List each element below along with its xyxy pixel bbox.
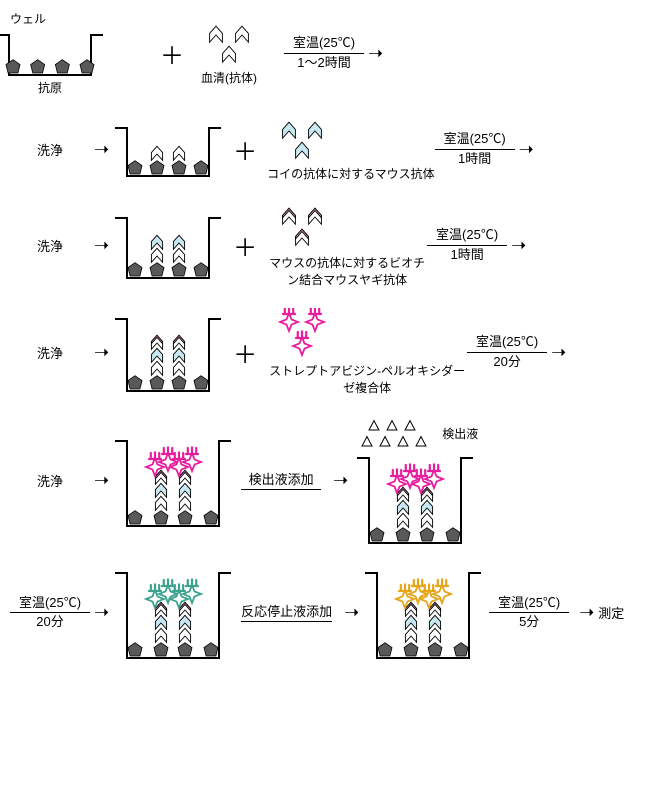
well-step3 [113,210,223,280]
well-step6b [363,565,483,660]
arrow-right-icon: ➝ [333,470,348,491]
condition-2: 室温(25℃) 1時間 [435,130,515,167]
arrow-right-icon: ➝ [94,235,109,256]
arrow-right-icon: ➝ [94,342,109,363]
wash-label: 洗浄 [10,236,90,255]
condition-4: 室温(25℃) 20分 [467,333,547,370]
mouse-ab-label: コイの抗体に対するマウス抗体 [267,165,435,182]
arrow-right-icon: ➝ [551,342,566,363]
condition-1: 室温(25℃) 1～2時間 [284,34,364,71]
plus-icon: ＋ [233,132,257,167]
step-3: 洗浄 ➝ ＋ マウスの抗体に対するビオチン結合マウスヤギ抗体 室温(25℃) 1… [10,202,650,288]
add-stop: 反応停止液添加 [241,603,332,622]
wash-label: 洗浄 [10,471,90,490]
step-6: 室温(25℃) 20分 ➝ 反応停止液添加 ➝ [10,565,650,660]
measure-label: 測定 [598,603,624,622]
arrow-right-icon: ➝ [94,602,109,623]
serum-icon [194,20,264,65]
condition-3: 室温(25℃) 1時間 [427,226,507,263]
biotin-ab-icon [267,202,427,250]
well-step5a [113,433,233,528]
well-label: ウェル [10,10,90,27]
serum-label: 血清(抗体) [194,69,264,86]
step-5: 洗浄 ➝ 検出液添加 ➝ 検出液 [10,416,650,545]
sa-pod-icon [267,308,467,358]
arrow-right-icon: ➝ [94,139,109,160]
plus-icon: ＋ [160,36,184,71]
plus-icon: ＋ [233,335,257,370]
arrow-right-icon: ➝ [511,235,526,256]
step-1: ウェル 抗原 ＋ 血清(抗体) 室温(25℃) 1～2時間 ➝ [10,10,650,96]
condition-6a: 室温(25℃) 20分 [10,594,90,631]
sa-pod-label: ストレプトアビジン‐ペルオキシダーゼ複合体 [267,362,467,396]
arrow-right-icon: ➝ [368,43,383,64]
biotin-ab-label: マウスの抗体に対するビオチン結合マウスヤギ抗体 [267,254,427,288]
well-step5b [355,450,475,545]
arrow-right-icon: ➝ [94,470,109,491]
detect-sol-icon [352,416,442,450]
arrow-right-icon: ➝ [519,139,534,160]
condition-6b: 室温(25℃) 5分 [489,594,569,631]
well-step2 [113,120,223,178]
step-2: 洗浄 ➝ ＋ コイの抗体に対するマウス抗体 室温(25℃) 1時間 ➝ [10,116,650,182]
antigen-label: 抗原 [38,79,62,96]
plus-icon: ＋ [233,228,257,263]
well-step6a [113,565,233,660]
step-4: 洗浄 ➝ ＋ ストレプトアビジン‐ペルオキシダーゼ複合体 室温(25℃) 20分… [10,308,650,396]
well-antigen [0,27,105,77]
arrow-right-icon: ➝ [579,602,594,623]
mouse-ab-icon [267,116,435,161]
wash-label: 洗浄 [10,343,90,362]
add-detect: 検出液添加 [241,471,321,490]
arrow-right-icon: ➝ [344,602,359,623]
well-step4 [113,311,223,393]
detect-sol-label: 検出液 [442,425,478,442]
wash-label: 洗浄 [10,140,90,159]
